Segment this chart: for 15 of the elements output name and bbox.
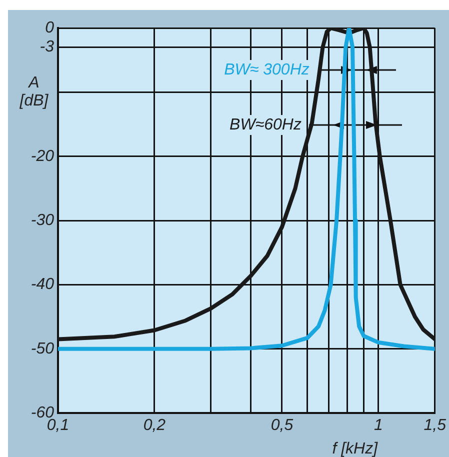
x-tick-label: 1 — [374, 417, 383, 434]
x-axis-title: f [kHz] — [332, 440, 378, 457]
annotation: BW≈ 300Hz — [224, 61, 310, 78]
x-tick-label: 1,5 — [424, 417, 446, 434]
y-axis-title: A [dB] — [18, 74, 49, 110]
y-tick-label: -40 — [30, 276, 54, 294]
x-tick-label: 0,2 — [143, 417, 166, 434]
x-tick-label: 0,5 — [270, 417, 294, 434]
y-tick-label: -30 — [30, 212, 54, 229]
y-tick-label: -20 — [30, 148, 54, 165]
annotation: BW≈60Hz — [230, 116, 302, 134]
x-tick-label: 0,1 — [46, 417, 70, 434]
y-tick-label: 0 — [45, 19, 54, 36]
y-tick-label: -50 — [30, 340, 54, 358]
y-tick-label: -3 — [40, 38, 54, 56]
